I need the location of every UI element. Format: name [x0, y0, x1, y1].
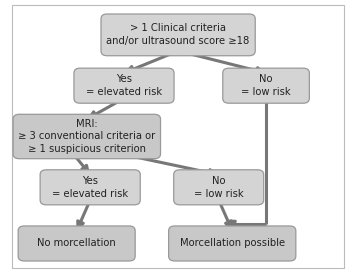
FancyBboxPatch shape — [169, 226, 296, 261]
Text: No morcellation: No morcellation — [37, 239, 116, 248]
Text: MRI:
≥ 3 conventional criteria or
≥ 1 suspicious criterion: MRI: ≥ 3 conventional criteria or ≥ 1 su… — [18, 119, 155, 154]
Text: Yes
= elevated risk: Yes = elevated risk — [52, 176, 128, 199]
FancyBboxPatch shape — [74, 68, 174, 103]
Text: Yes
= elevated risk: Yes = elevated risk — [86, 74, 162, 97]
FancyBboxPatch shape — [13, 114, 161, 159]
FancyBboxPatch shape — [40, 170, 140, 205]
FancyBboxPatch shape — [101, 14, 255, 56]
Text: No
= low risk: No = low risk — [194, 176, 244, 199]
Text: No
= low risk: No = low risk — [241, 74, 291, 97]
Text: > 1 Clinical criteria
and/or ultrasound score ≥18: > 1 Clinical criteria and/or ultrasound … — [106, 23, 250, 46]
Text: Morcellation possible: Morcellation possible — [180, 239, 285, 248]
FancyBboxPatch shape — [18, 226, 135, 261]
FancyBboxPatch shape — [174, 170, 264, 205]
FancyBboxPatch shape — [223, 68, 309, 103]
